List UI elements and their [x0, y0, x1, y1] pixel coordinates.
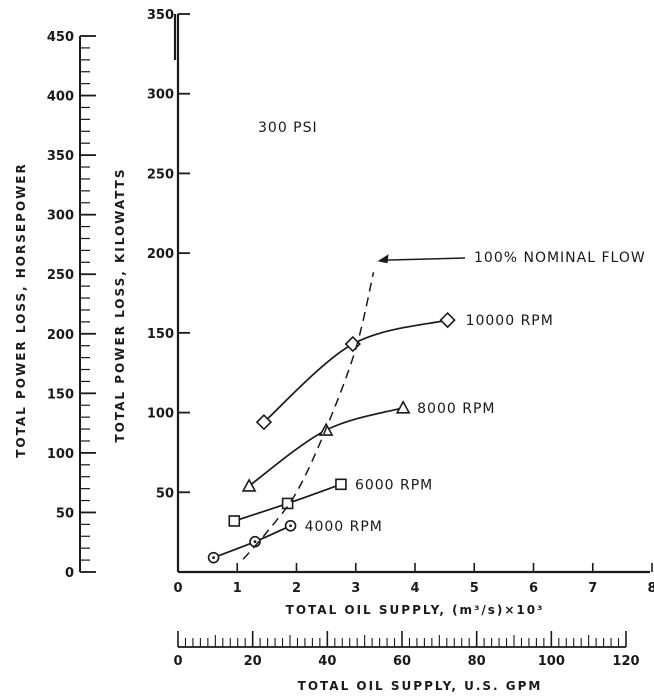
series-layer — [207, 254, 466, 564]
hp-tick-label: 200 — [47, 328, 74, 343]
hp-tick-label: 0 — [65, 566, 74, 581]
diamond-marker — [255, 414, 273, 431]
x-tick-label: 8 — [647, 581, 654, 596]
y-tick-label: 150 — [147, 327, 174, 342]
x-axis-title-secondary: TOTAL OIL SUPPLY, U.S. GPM — [298, 679, 543, 693]
axes — [79, 13, 653, 648]
square-marker — [335, 478, 347, 491]
hp-tick-label: 250 — [47, 268, 74, 283]
x-tick-label: 1 — [233, 581, 242, 596]
hp-tick-label: 50 — [56, 506, 74, 521]
gpm-tick-label: 120 — [612, 654, 639, 669]
pressure-annotation: 300 PSI — [258, 120, 318, 136]
y-tick-label: 200 — [147, 247, 174, 262]
y-tick-label: 100 — [147, 407, 174, 422]
nominal-flow-leader — [379, 257, 466, 262]
gpm-tick-label: 60 — [393, 654, 411, 669]
triangle-marker — [241, 478, 257, 492]
x-axis-title: TOTAL OIL SUPPLY, (m³/s)×10³ — [286, 603, 545, 617]
square-marker — [281, 497, 294, 510]
gpm-tick-label: 20 — [244, 654, 262, 669]
x-tick-label: 2 — [292, 581, 301, 596]
diamond-marker — [439, 311, 456, 329]
hp-tick-label: 450 — [47, 30, 74, 45]
series-label: 4000 RPM — [305, 519, 383, 535]
series-line — [248, 406, 404, 487]
series-label: 8000 RPM — [417, 401, 495, 417]
x-tick-label: 3 — [351, 581, 360, 596]
y-tick-label: 300 — [147, 88, 174, 103]
hp-tick-label: 150 — [47, 387, 74, 402]
x-tick-label: 5 — [470, 581, 479, 596]
y-tick-label: 350 — [147, 8, 174, 23]
circle-marker-dot — [289, 524, 292, 528]
triangle-marker — [395, 400, 411, 414]
hp-tick-label: 350 — [47, 149, 74, 164]
y-axis-title-secondary: TOTAL POWER LOSS, HORSEPOWER — [14, 162, 28, 458]
nominal-flow-arrowhead — [377, 254, 389, 264]
x-tick-label: 7 — [588, 581, 597, 596]
x-tick-label: 4 — [410, 581, 419, 596]
hp-tick-label: 100 — [47, 447, 74, 462]
gpm-tick-label: 0 — [173, 654, 182, 669]
gpm-tick-label: 100 — [538, 654, 565, 669]
y-tick-label: 250 — [147, 167, 174, 182]
x-tick-label: 0 — [173, 581, 182, 596]
gpm-tick-label: 40 — [318, 654, 336, 669]
series-label: 10000 RPM — [466, 313, 554, 329]
series-label: 6000 RPM — [355, 477, 433, 493]
circle-marker-dot — [212, 556, 215, 560]
x-tick-label: 6 — [529, 581, 538, 596]
nominal-flow-line — [242, 272, 375, 560]
gpm-tick-label: 80 — [468, 654, 486, 669]
hp-tick-label: 400 — [47, 90, 74, 105]
y-tick-label: 50 — [156, 486, 174, 501]
y-axis-title: TOTAL POWER LOSS, KILOWATTS — [113, 167, 127, 442]
circle-marker-dot — [253, 540, 257, 544]
hp-tick-label: 300 — [47, 209, 74, 224]
nominal-flow-label: 100% NOMINAL FLOW — [474, 250, 646, 266]
square-marker — [228, 515, 241, 527]
